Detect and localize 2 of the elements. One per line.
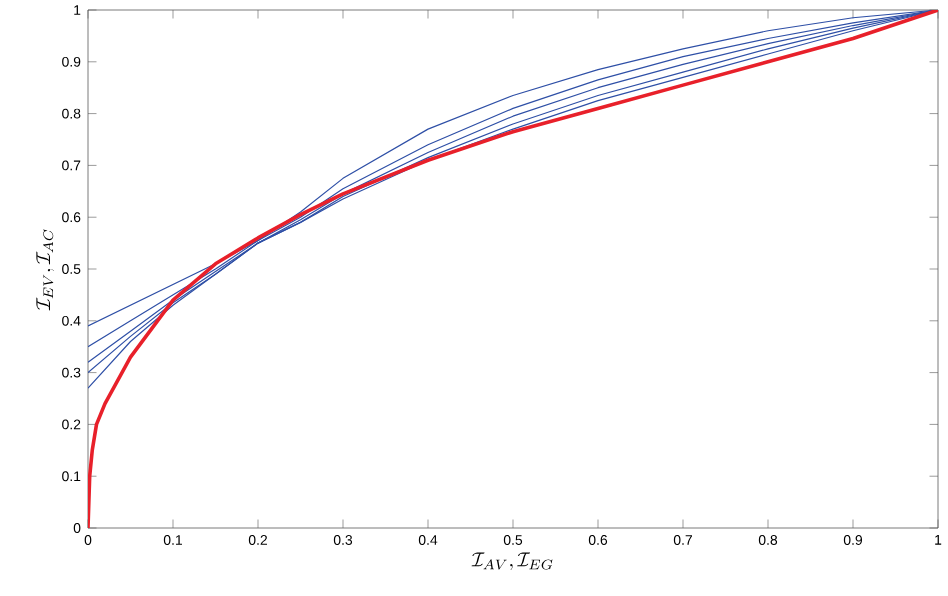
y-axis-title: $\mathcal{I}_{EV}, \mathcal{I}_{AC}$ xyxy=(36,229,54,311)
x-axis-title: $\mathcal{I}_{AV}, \mathcal{I}_{EG}$ xyxy=(471,552,553,571)
